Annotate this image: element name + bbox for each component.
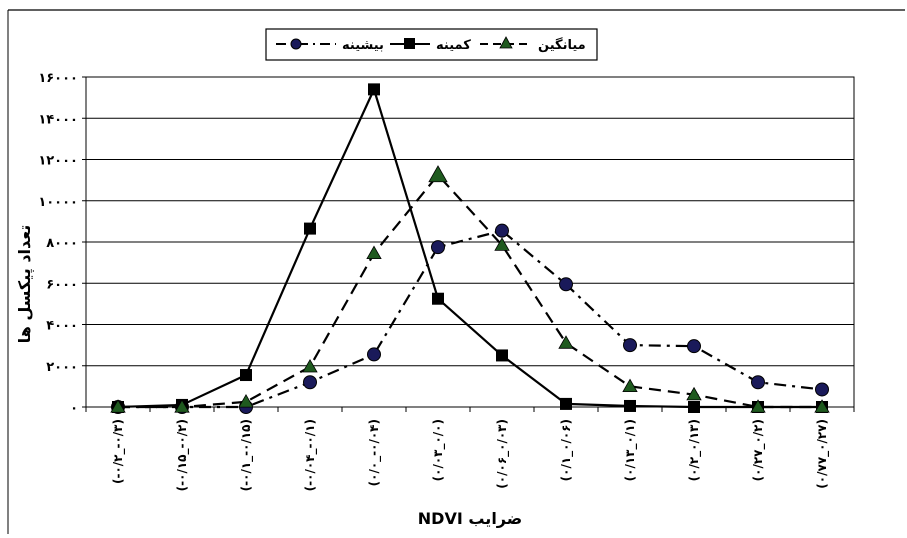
y-tick-label: ۱۲۰۰۰ (38, 154, 78, 169)
legend: بیشینه کمینه میانگین (265, 28, 598, 61)
point-marker-mean (494, 237, 510, 251)
legend-item-max: بیشینه (276, 38, 384, 53)
x-tick-label: (-۰/۲_-۰/۳) (111, 419, 126, 484)
y-tick-label: ۱۴۰۰۰ (38, 112, 78, 127)
point-marker-mean (110, 399, 126, 413)
x-tick-label: (-۰/۰۴_-۰/۱) (303, 419, 318, 491)
y-tick-label: ۲۰۰۰ (46, 360, 78, 375)
point-marker-max (367, 347, 381, 362)
legend-min-label: کمینه (436, 38, 471, 53)
point-marker-mean (558, 335, 574, 349)
point-marker-max (623, 338, 637, 353)
x-tick-label: (۰/۲_۰/۱۳) (687, 419, 702, 481)
point-marker-mean (686, 386, 702, 401)
point-marker-min (624, 399, 636, 412)
point-marker-min (496, 349, 508, 362)
y-tick-label: ۱۰۰۰۰ (38, 195, 78, 210)
legend-max-label: بیشینه (342, 38, 384, 53)
point-marker-min (240, 369, 252, 382)
point-marker-mean (814, 399, 830, 413)
point-marker-min (432, 292, 444, 305)
x-tick-label: (-۰/۱_-۰/۱۵) (239, 419, 254, 491)
legend-mean-label: میانگین (538, 37, 586, 53)
legend-item-min: کمینه (390, 38, 471, 53)
point-marker-mean (750, 399, 766, 413)
legend-min-marker (404, 38, 415, 49)
point-marker-min (368, 83, 380, 96)
x-axis-title: ضرایب NDVI (418, 509, 522, 528)
series-layer (110, 83, 830, 414)
point-marker-max (303, 375, 317, 390)
y-tick-label: ۴۰۰۰ (46, 319, 78, 334)
point-marker-mean (174, 399, 190, 413)
point-marker-mean (366, 245, 382, 259)
x-tick-label: (۰/۲۷_۰/۲) (751, 419, 766, 481)
point-marker-max (495, 223, 509, 238)
series-line-0 (118, 229, 823, 409)
point-marker-max (687, 339, 701, 354)
y-axis-title: تعداد پیکسل ها (15, 225, 35, 344)
point-marker-mean (622, 378, 638, 393)
y-tick-label: ۸۰۰۰ (46, 236, 78, 251)
x-tick-label: (۰/۱_۰/۰۶) (559, 419, 574, 481)
x-axis-ticks: (-۰/۲_-۰/۳) (-۰/۱۵_-۰/۲) (-۰/۱_-۰/۱۵) (-۰/۰… (85, 407, 855, 491)
x-tick-label: (۰/۰_-۰/۰۴) (367, 419, 382, 486)
x-tick-label: (-۰/۱۵_-۰/۲) (175, 419, 190, 491)
point-marker-mean (238, 394, 254, 408)
x-tick-label: (۰/۰۶_۰/۰۳) (495, 419, 510, 489)
point-marker-max (431, 240, 445, 255)
y-tick-label: ۶۰۰۰ (46, 277, 78, 292)
point-marker-max (751, 375, 765, 390)
series-line-2 (118, 173, 822, 409)
point-marker-min (560, 397, 572, 410)
point-marker-mean (428, 165, 448, 183)
point-marker-min (688, 401, 700, 413)
x-tick-label: (۰/۰۳_۰/۰) (431, 419, 446, 481)
point-marker-max (559, 277, 573, 292)
y-axis-ticks: ۰ ۲۰۰۰ ۴۰۰۰ ۶۰۰۰ ۸۰۰۰ ۱۰۰۰۰ ۱۲۰۰۰ ۱۴۰۰۰ ۱۶۰۰۰ (38, 71, 86, 416)
legend-mean-marker (499, 36, 513, 49)
y-tick-label: ۰ (70, 401, 78, 416)
x-tick-label: (۰/۷۷_۰/۲۷) (815, 419, 830, 489)
x-tick-label: (۰/۱۳_۰/۱) (623, 419, 638, 481)
series-line-1 (117, 88, 822, 409)
point-marker-min (304, 222, 316, 235)
legend-max-marker (290, 38, 302, 50)
point-marker-mean (302, 358, 318, 373)
gridlines (86, 117, 854, 367)
y-tick-label: ۱۶۰۰۰ (38, 71, 78, 86)
legend-item-mean: میانگین (480, 36, 586, 53)
point-marker-max (815, 382, 829, 397)
